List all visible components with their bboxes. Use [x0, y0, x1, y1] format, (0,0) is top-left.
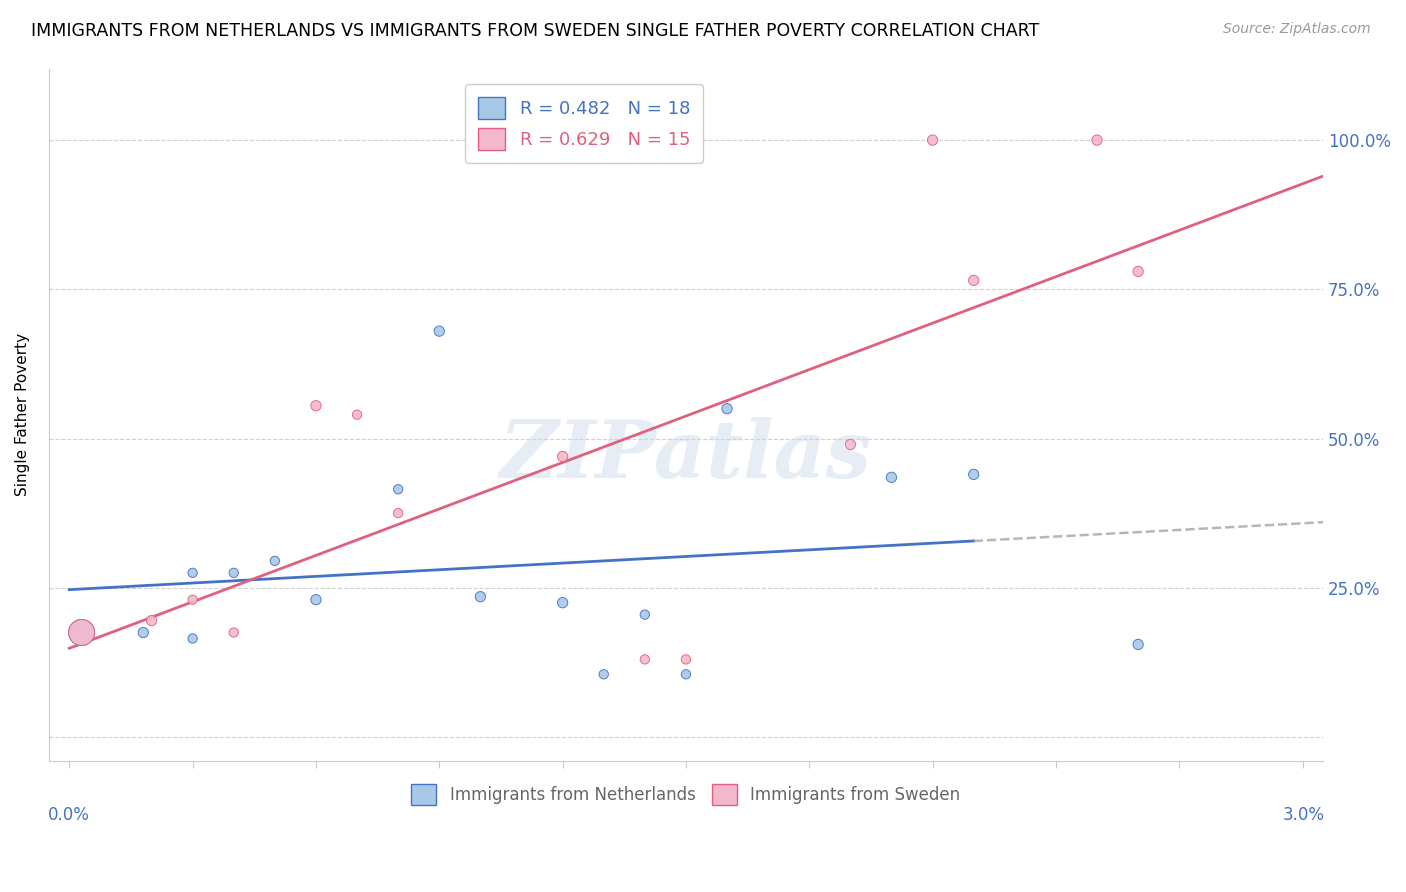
Text: 0.0%: 0.0% [48, 805, 90, 824]
Point [1085, 133, 1108, 147]
Point [880, 470, 903, 484]
Point [963, 467, 986, 482]
Point [1126, 264, 1149, 278]
Point [222, 625, 245, 640]
Point [132, 625, 155, 640]
Point [70, 625, 93, 640]
Point [181, 566, 204, 580]
Point [70, 625, 93, 640]
Point [1126, 637, 1149, 651]
Point [921, 133, 943, 147]
Legend: Immigrants from Netherlands, Immigrants from Sweden: Immigrants from Netherlands, Immigrants … [405, 778, 967, 812]
Point [551, 450, 574, 464]
Point [222, 566, 245, 580]
Point [839, 437, 862, 451]
Point [551, 596, 574, 610]
Point [675, 667, 697, 681]
Point [716, 401, 738, 416]
Point [387, 483, 409, 497]
Point [181, 592, 204, 607]
Text: IMMIGRANTS FROM NETHERLANDS VS IMMIGRANTS FROM SWEDEN SINGLE FATHER POVERTY CORR: IMMIGRANTS FROM NETHERLANDS VS IMMIGRANT… [31, 22, 1039, 40]
Text: ZIPatlas: ZIPatlas [501, 417, 872, 495]
Point [634, 607, 657, 622]
Point [387, 506, 409, 520]
Point [470, 590, 492, 604]
Text: Source: ZipAtlas.com: Source: ZipAtlas.com [1223, 22, 1371, 37]
Point [263, 554, 285, 568]
Point [675, 652, 697, 666]
Point [592, 667, 614, 681]
Point [181, 632, 204, 646]
Point [634, 652, 657, 666]
Y-axis label: Single Father Poverty: Single Father Poverty [15, 333, 30, 496]
Point [141, 614, 163, 628]
Point [305, 592, 328, 607]
Point [963, 273, 986, 287]
Point [305, 399, 328, 413]
Text: 3.0%: 3.0% [1282, 805, 1324, 824]
Point [346, 408, 368, 422]
Point [427, 324, 450, 338]
